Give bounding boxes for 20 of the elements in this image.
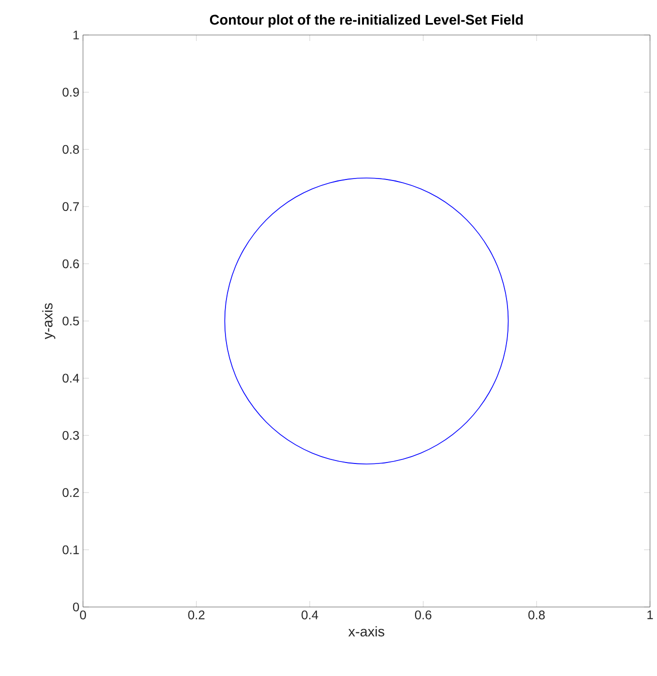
x-tick-label: 0.8 xyxy=(528,610,545,620)
chart-title: Contour plot of the re-initialized Level-Set Field xyxy=(210,14,523,28)
y-tick-label: 0 xyxy=(73,602,80,612)
y-tick-label: 1 xyxy=(74,30,79,40)
y-tick-label: 0.4 xyxy=(62,374,80,383)
y-axis-title: y-axis xyxy=(42,303,56,340)
x-tick-label: 0.4 xyxy=(302,610,318,620)
y-tick-label: 0.7 xyxy=(62,202,79,212)
x-tick-label: 1 xyxy=(648,610,653,620)
y-tick-label: 0.3 xyxy=(62,430,80,440)
y-tick-label: 0.9 xyxy=(62,88,79,97)
x-tick-label: 0.2 xyxy=(188,610,205,620)
y-tick-label: 0.1 xyxy=(62,545,79,554)
y-tick-label: 0.6 xyxy=(62,259,80,268)
y-tick-label: 0.2 xyxy=(62,488,79,498)
x-tick-label: 0.6 xyxy=(415,610,432,620)
x-tick-label: 0 xyxy=(80,610,86,620)
x-axis-title: x-axis xyxy=(348,626,384,636)
y-tick-label: 0.8 xyxy=(62,144,80,154)
y-tick-label: 0.5 xyxy=(62,316,80,326)
